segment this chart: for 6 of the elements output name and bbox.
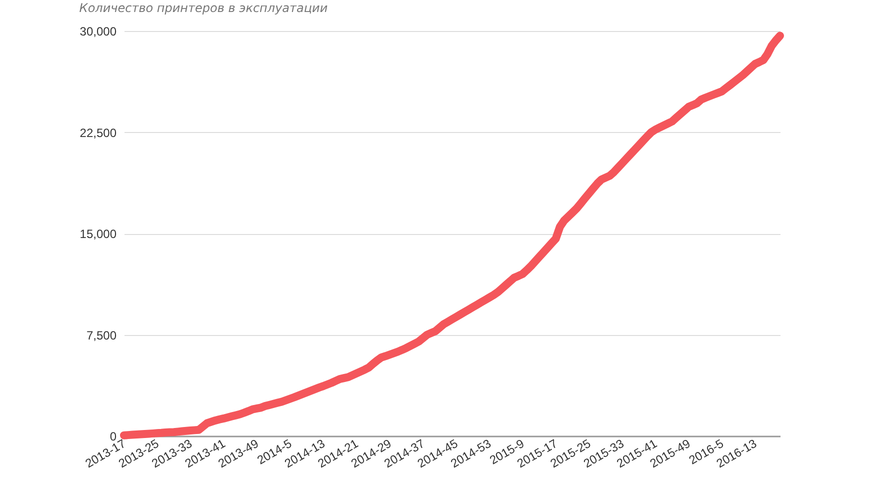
y-tick-label: 22,500 <box>80 126 117 140</box>
chart-title: Количество принтеров в эксплуатации <box>79 1 328 15</box>
y-tick-label: 0 <box>110 430 117 444</box>
y-tick-label: 7,500 <box>86 328 117 342</box>
y-tick-label: 30,000 <box>80 24 117 38</box>
y-tick-label: 15,000 <box>80 227 117 241</box>
